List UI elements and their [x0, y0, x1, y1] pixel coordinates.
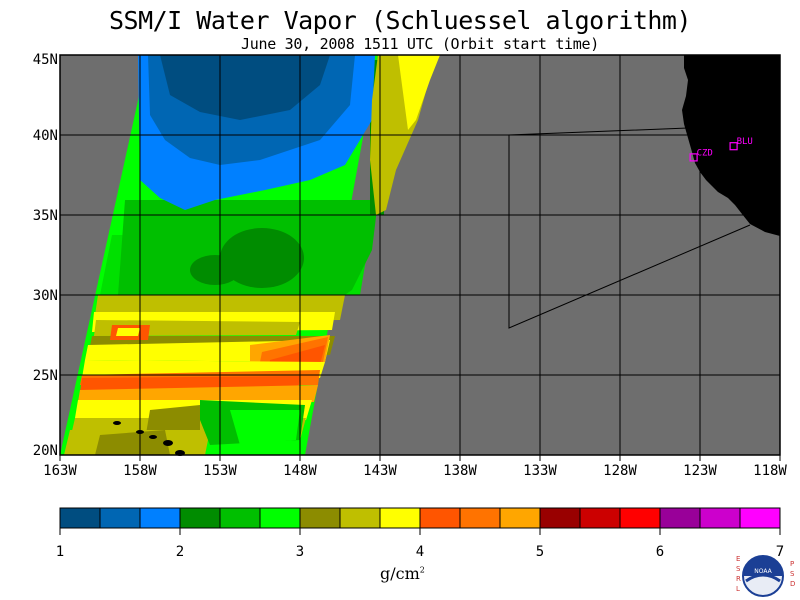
north-america-landmass: [682, 55, 780, 236]
colorbar-swatch: [619, 507, 661, 529]
lon-label-143w: 143W: [363, 463, 397, 479]
colorbar-units: g/cm2: [380, 564, 425, 583]
colorbar-swatch: [699, 507, 741, 529]
lon-label-128w: 128W: [603, 463, 637, 479]
station-label-czd: CZD: [697, 148, 713, 158]
colorbar-swatch: [539, 507, 581, 529]
lat-label-40n: 40N: [32, 128, 58, 144]
colorbar-swatch: [99, 507, 141, 529]
colorbar-swatch: [579, 507, 621, 529]
graticule: [60, 55, 780, 455]
colorbar: [59, 507, 781, 529]
lon-label-133w: 133W: [523, 463, 557, 479]
colorbar-label-2: 2: [175, 544, 185, 560]
psd-letter-s: S: [790, 570, 795, 578]
colorbar-swatch: [499, 507, 541, 529]
lon-label-118w: 118W: [753, 463, 787, 479]
colorbar-label-5: 5: [535, 544, 545, 560]
colorbar-ticks: [59, 528, 781, 535]
tick-marks: [59, 455, 781, 461]
colorbar-label-1: 1: [55, 544, 65, 560]
psd-letter-d: D: [790, 580, 795, 588]
map-frame: [59, 54, 781, 456]
colorbar-swatch: [739, 507, 781, 529]
lat-label-35n: 35N: [32, 208, 58, 224]
colorbar-label-3: 3: [295, 544, 305, 560]
psd-letter-p: P: [790, 560, 794, 568]
colorbar-swatch: [259, 507, 301, 529]
colorbar-label-4: 4: [415, 544, 425, 560]
lon-label-123w: 123W: [683, 463, 717, 479]
lon-label-153w: 153W: [203, 463, 237, 479]
station-marker-czd: [689, 153, 698, 162]
lon-label-163w: 163W: [43, 463, 77, 479]
colorbar-label-7: 7: [775, 544, 785, 560]
colorbar-swatch: [59, 507, 101, 529]
colorbar-swatch: [339, 507, 381, 529]
map-subtitle: June 30, 2008 1511 UTC (Orbit start time…: [241, 35, 599, 53]
lon-label-148w: 148W: [283, 463, 317, 479]
station-marker-blu: [729, 142, 738, 151]
colorbar-label-6: 6: [655, 544, 665, 560]
lat-label-30n: 30N: [32, 288, 58, 304]
esrl-letter-e: E: [736, 555, 740, 563]
map-title: SSM/I Water Vapor (Schluessel algorithm): [108, 6, 692, 35]
lat-label-20n: 20N: [32, 443, 58, 459]
station-markers: CZD BLU: [689, 137, 753, 162]
esrl-letter-r: R: [736, 575, 741, 583]
station-label-blu: BLU: [737, 137, 753, 147]
lat-label-25n: 25N: [32, 368, 58, 384]
esrl-letter-l: L: [736, 585, 740, 593]
colorbar-swatch: [139, 507, 181, 529]
colorbar-swatch: [299, 507, 341, 529]
noaa-emblem-text: NOAA: [754, 568, 772, 575]
track-line: [508, 127, 751, 329]
esrl-letter-s: S: [736, 565, 741, 573]
colorbar-swatch: [219, 507, 261, 529]
lon-label-158w: 158W: [123, 463, 157, 479]
noaa-logo: NOAA E S R L P S D: [736, 555, 795, 597]
colorbar-swatch: [419, 507, 461, 529]
colorbar-swatch: [379, 507, 421, 529]
lat-label-45n: 45N: [32, 52, 58, 68]
colorbar-swatch: [659, 507, 701, 529]
colorbar-swatch: [459, 507, 501, 529]
colorbar-swatch: [179, 507, 221, 529]
lon-label-138w: 138W: [443, 463, 477, 479]
